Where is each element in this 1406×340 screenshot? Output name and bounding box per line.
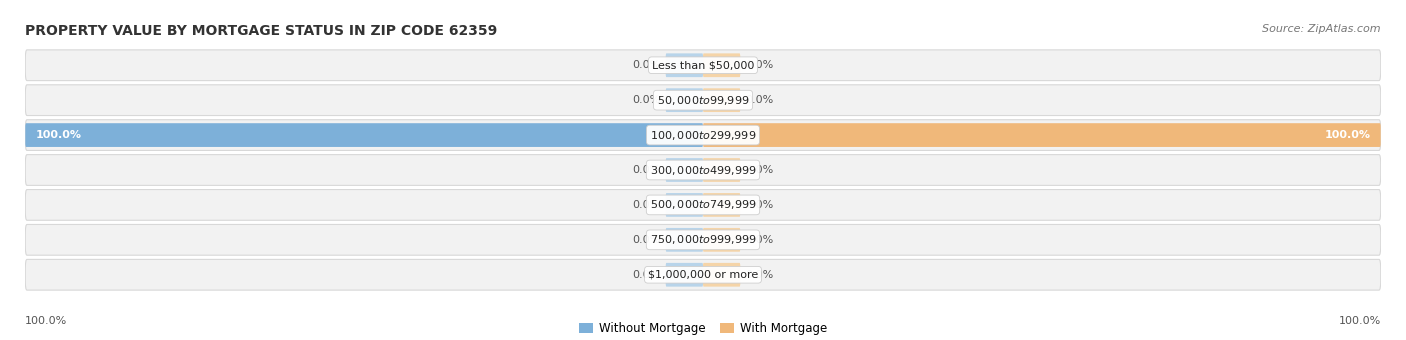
Text: 100.0%: 100.0% xyxy=(25,317,67,326)
FancyBboxPatch shape xyxy=(703,193,741,217)
FancyBboxPatch shape xyxy=(665,263,703,287)
FancyBboxPatch shape xyxy=(25,85,1381,116)
Text: Less than $50,000: Less than $50,000 xyxy=(652,60,754,70)
FancyBboxPatch shape xyxy=(665,228,703,252)
FancyBboxPatch shape xyxy=(25,190,1381,220)
Text: 0.0%: 0.0% xyxy=(633,270,661,280)
FancyBboxPatch shape xyxy=(25,50,1381,81)
FancyBboxPatch shape xyxy=(703,228,741,252)
Text: 0.0%: 0.0% xyxy=(633,60,661,70)
FancyBboxPatch shape xyxy=(665,53,703,77)
FancyBboxPatch shape xyxy=(25,259,1381,290)
FancyBboxPatch shape xyxy=(25,155,1381,185)
Text: 0.0%: 0.0% xyxy=(745,200,773,210)
FancyBboxPatch shape xyxy=(703,53,741,77)
FancyBboxPatch shape xyxy=(665,193,703,217)
Text: Source: ZipAtlas.com: Source: ZipAtlas.com xyxy=(1263,24,1381,34)
Text: 0.0%: 0.0% xyxy=(633,95,661,105)
Text: $100,000 to $299,999: $100,000 to $299,999 xyxy=(650,129,756,141)
Text: 0.0%: 0.0% xyxy=(633,200,661,210)
Text: $300,000 to $499,999: $300,000 to $499,999 xyxy=(650,164,756,176)
FancyBboxPatch shape xyxy=(703,158,741,182)
Text: 0.0%: 0.0% xyxy=(745,270,773,280)
FancyBboxPatch shape xyxy=(665,158,703,182)
FancyBboxPatch shape xyxy=(703,88,741,112)
Text: $1,000,000 or more: $1,000,000 or more xyxy=(648,270,758,280)
Text: 0.0%: 0.0% xyxy=(633,235,661,245)
FancyBboxPatch shape xyxy=(25,123,703,147)
Legend: Without Mortgage, With Mortgage: Without Mortgage, With Mortgage xyxy=(574,317,832,340)
Text: 0.0%: 0.0% xyxy=(745,60,773,70)
Text: 0.0%: 0.0% xyxy=(633,165,661,175)
FancyBboxPatch shape xyxy=(25,224,1381,255)
Text: PROPERTY VALUE BY MORTGAGE STATUS IN ZIP CODE 62359: PROPERTY VALUE BY MORTGAGE STATUS IN ZIP… xyxy=(25,24,498,38)
FancyBboxPatch shape xyxy=(703,263,741,287)
Text: 100.0%: 100.0% xyxy=(1324,130,1371,140)
Text: 100.0%: 100.0% xyxy=(35,130,82,140)
Text: 0.0%: 0.0% xyxy=(745,165,773,175)
Text: 0.0%: 0.0% xyxy=(745,235,773,245)
Text: $750,000 to $999,999: $750,000 to $999,999 xyxy=(650,233,756,246)
Text: $50,000 to $99,999: $50,000 to $99,999 xyxy=(657,94,749,107)
FancyBboxPatch shape xyxy=(703,123,1381,147)
Text: 0.0%: 0.0% xyxy=(745,95,773,105)
FancyBboxPatch shape xyxy=(25,120,1381,150)
FancyBboxPatch shape xyxy=(665,88,703,112)
Text: $500,000 to $749,999: $500,000 to $749,999 xyxy=(650,199,756,211)
Text: 100.0%: 100.0% xyxy=(1339,317,1381,326)
